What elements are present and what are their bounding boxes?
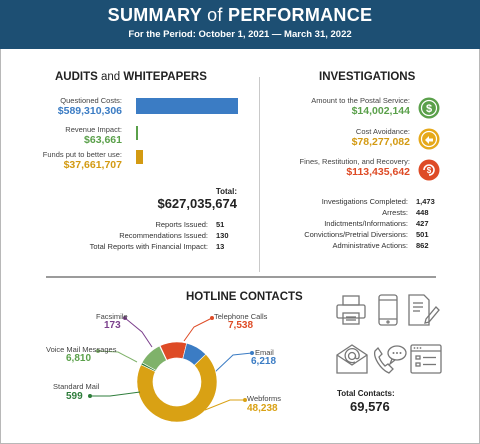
indictments-value: 427 [416, 219, 429, 228]
webforms-value: 48,238 [247, 403, 278, 414]
facsimile-slice [159, 345, 168, 361]
telephone-calls-leader-dot [210, 316, 214, 320]
financial-impact-reports-value: 13 [216, 242, 225, 251]
facsimile-leader-dot [123, 316, 127, 320]
revenue-impact-bar [136, 126, 138, 140]
telephone-calls-label: Telephone Calls [214, 312, 268, 321]
webforms-label: Webforms [247, 394, 282, 403]
header-banner: SUMMARY of PERFORMANCE For the Period: O… [0, 0, 480, 49]
svg-text:$: $ [427, 166, 432, 175]
audits-section-title: AUDITS and WHITEPAPERS [55, 71, 207, 83]
email-leader-line [214, 352, 253, 373]
telephone-calls-leader-line [183, 317, 213, 342]
fines-restitution-label: Fines, Restitution, and Recovery: [299, 157, 410, 166]
total-contacts-value: 69,576 [350, 399, 390, 414]
email-leader-dot [250, 351, 254, 355]
reports-issued-value: 51 [216, 220, 225, 229]
administrative-actions-value: 862 [416, 241, 429, 250]
convictions-label: Convictions/Pretrial Diversions: [304, 230, 408, 239]
recommendations-issued-label: Recommendations Issued: [119, 231, 208, 240]
fines-restitution-value: $113,435,642 [346, 166, 410, 178]
convictions-value: 501 [416, 230, 429, 239]
revenue-impact-value: $63,661 [84, 134, 122, 146]
voice-mail-leader-line [97, 350, 138, 363]
page-title: SUMMARY of PERFORMANCE [0, 5, 480, 26]
cost-avoidance-label: Cost Avoidance: [355, 127, 410, 136]
financial-impact-reports-label: Total Reports with Financial Impact: [89, 242, 208, 251]
webforms-leader-dot [243, 398, 247, 402]
cost-avoidance-value: $78,277,082 [351, 136, 410, 148]
total-contacts-label: Total Contacts: [337, 389, 395, 398]
telephone-calls-value: 7,538 [228, 320, 254, 331]
questioned-costs-label: Questioned Costs: [60, 96, 122, 105]
document-edit-icon [408, 294, 440, 326]
title-of: of [207, 5, 223, 25]
amount-postal-service-value: $14,002,144 [351, 105, 410, 117]
funds-better-use-bar [136, 150, 143, 164]
voice-mail-label: Voice Mail Messages [46, 345, 117, 354]
reports-issued-label: Reports Issued: [155, 220, 208, 229]
indictments-label: Indictments/Informations: [324, 219, 408, 228]
funds-better-use-value: $37,661,707 [63, 159, 122, 171]
arrests-label: Arrests: [382, 208, 408, 217]
facsimile-value: 173 [104, 320, 121, 331]
revenue-impact-label: Revenue Impact: [65, 125, 122, 134]
amount-postal-service-label: Amount to the Postal Service: [311, 96, 410, 105]
svg-text:$: $ [426, 103, 432, 115]
standard-mail-leader-dot [88, 394, 92, 398]
printer-icon [336, 295, 366, 325]
investigations-completed-value: 1,473 [416, 197, 435, 206]
hotline-section-title: HOTLINE CONTACTS [186, 291, 303, 303]
administrative-actions-label: Administrative Actions: [332, 241, 408, 250]
dollar-coin-icon: $ [418, 97, 440, 119]
investigations-completed-label: Investigations Completed: [321, 197, 408, 206]
section-divider-vertical [259, 77, 260, 272]
email-icon [336, 344, 368, 374]
questioned-costs-bar [136, 98, 238, 114]
standard-mail-label: Standard Mail [53, 382, 100, 391]
funds-better-use-label: Funds put to better use: [42, 150, 122, 159]
facsimile-leader-line [124, 317, 153, 348]
section-divider-horizontal [46, 276, 436, 278]
title-main: SUMMARY [107, 5, 202, 25]
audits-title-and: and [101, 71, 121, 83]
recommendations-issued-value: 130 [216, 231, 229, 240]
audits-total-value: $627,035,674 [157, 196, 237, 211]
audits-title-end: WHITEPAPERS [123, 71, 207, 83]
email-value: 6,218 [251, 356, 277, 367]
investigations-section-title: INVESTIGATIONS [319, 71, 416, 83]
arrests-value: 448 [416, 208, 429, 217]
voice-mail-value: 6,810 [66, 353, 92, 364]
period-subtitle: For the Period: October 1, 2021 — March … [128, 29, 352, 40]
webforms-leader-line [204, 399, 245, 411]
standard-mail-value: 599 [66, 391, 83, 402]
standard-mail-leader-line [90, 391, 141, 397]
mobile-phone-icon [378, 294, 398, 326]
voice-mail-leader-dot [96, 349, 100, 353]
web-form-icon [410, 344, 442, 374]
recovery-coin-icon: $ [418, 159, 440, 181]
facsimile-label: Facsimile [96, 312, 128, 321]
webforms-slice [136, 353, 218, 423]
savings-coin-icon [418, 128, 440, 150]
audits-total-label: Total: [215, 187, 237, 196]
phone-chat-icon [374, 345, 407, 374]
questioned-costs-value: $589,310,306 [57, 105, 122, 117]
email-label: Email [255, 348, 274, 357]
hotline-donut-chart [88, 316, 254, 423]
audits-title-main: AUDITS [55, 71, 98, 83]
title-end: PERFORMANCE [228, 5, 373, 25]
